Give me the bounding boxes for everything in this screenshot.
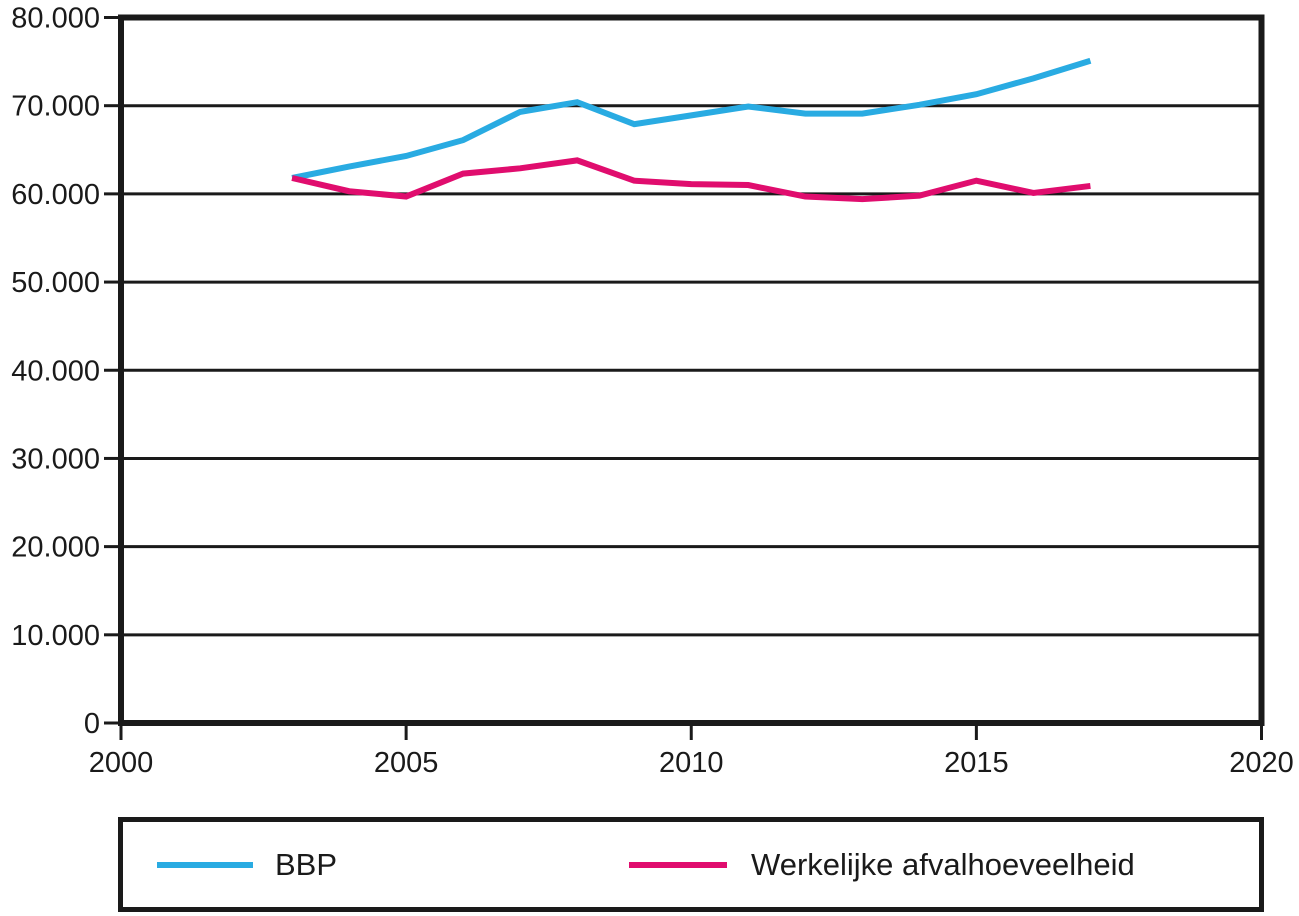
x-tick-label: 2005 bbox=[374, 747, 439, 779]
y-tick-label: 20.000 bbox=[11, 532, 100, 564]
legend: BBP Werkelijke afvalhoeveelheid bbox=[118, 817, 1264, 912]
waste-line bbox=[291, 157, 1091, 203]
bbp-line bbox=[291, 57, 1092, 181]
y-tick-label: 70.000 bbox=[11, 91, 100, 123]
y-tick-label: 50.000 bbox=[11, 267, 100, 299]
x-tick-label: 2010 bbox=[659, 747, 724, 779]
y-tick-label: 10.000 bbox=[11, 620, 100, 652]
legend-label-bbp: BBP bbox=[275, 846, 338, 882]
legend-swatch-afval bbox=[629, 861, 727, 868]
legend-swatch-bbp bbox=[157, 861, 253, 868]
y-tick-label: 80.000 bbox=[11, 3, 100, 35]
x-tick-label: 2020 bbox=[1229, 747, 1294, 779]
line-chart: 0 10.000 20.000 30.000 40.000 50.000 60.000 70.… bbox=[11, 3, 1294, 780]
y-tick-label: 30.000 bbox=[11, 443, 100, 475]
plot-border bbox=[118, 14, 1265, 726]
y-tick-label: 60.000 bbox=[11, 179, 100, 211]
y-tick-label: 40.000 bbox=[11, 355, 100, 387]
x-tick-label: 2015 bbox=[944, 747, 1009, 779]
y-tick-label: 0 bbox=[84, 708, 100, 740]
legend-label-afval: Werkelijke afvalhoeveelheid bbox=[751, 846, 1135, 882]
x-tick-label: 2000 bbox=[89, 747, 154, 779]
